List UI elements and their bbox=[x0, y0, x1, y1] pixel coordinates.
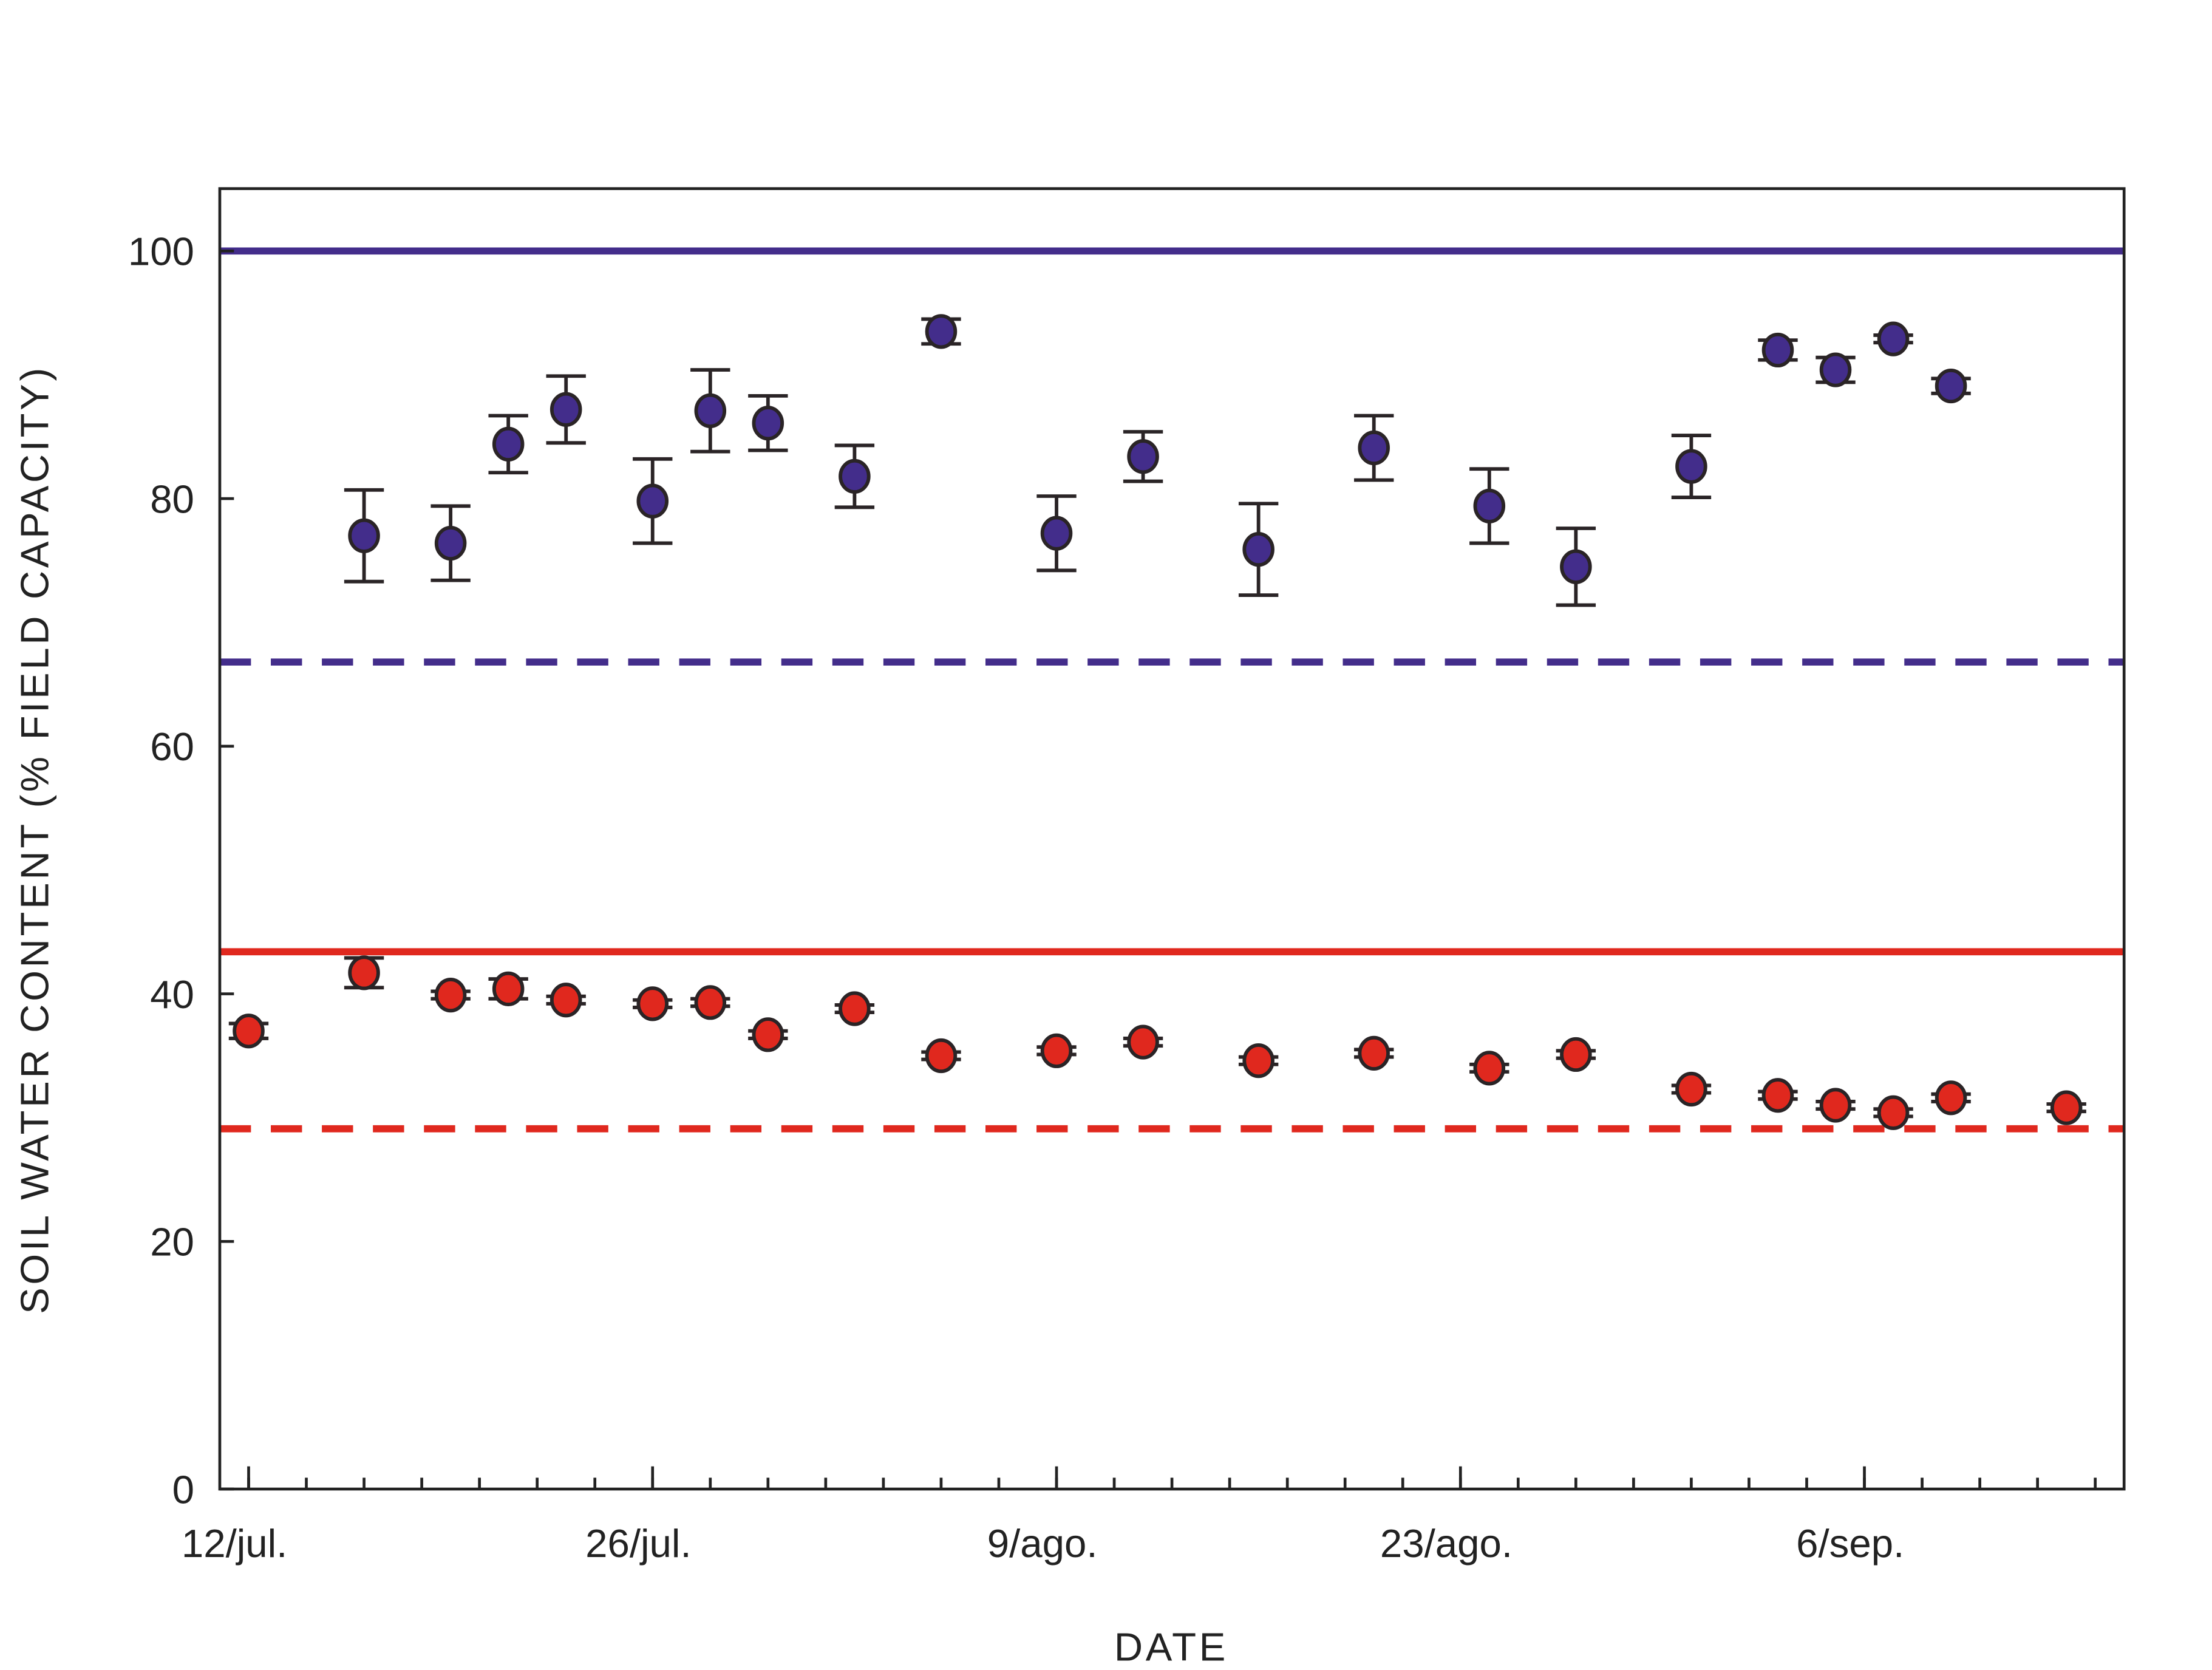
blue-point bbox=[1675, 449, 1707, 484]
red-point bbox=[1819, 1088, 1852, 1123]
blue-point bbox=[925, 314, 958, 349]
red-point bbox=[2050, 1090, 2083, 1125]
red-point bbox=[348, 955, 380, 990]
red-point bbox=[492, 971, 525, 1007]
x-tick-label: 9/ago. bbox=[987, 1521, 1098, 1566]
blue-point bbox=[1877, 321, 1910, 356]
blue-point bbox=[434, 525, 467, 561]
blue-point bbox=[1358, 430, 1390, 466]
red-point bbox=[1358, 1035, 1390, 1071]
blue-point bbox=[492, 426, 525, 462]
blue-point bbox=[1761, 332, 1794, 368]
red-point bbox=[1877, 1095, 1910, 1130]
blue-point bbox=[839, 458, 871, 494]
y-tick-label: 100 bbox=[128, 230, 194, 274]
x-tick-label: 23/ago. bbox=[1380, 1521, 1513, 1566]
y-tick-label: 20 bbox=[150, 1220, 194, 1264]
red-point bbox=[233, 1014, 265, 1049]
blue-point bbox=[1242, 532, 1274, 567]
blue-point bbox=[694, 393, 727, 428]
red-point bbox=[752, 1017, 784, 1052]
red-point bbox=[1242, 1043, 1274, 1079]
red-point bbox=[636, 986, 669, 1021]
blue-point bbox=[550, 392, 582, 427]
blue-point bbox=[1473, 488, 1506, 523]
y-tick-label: 60 bbox=[150, 724, 194, 769]
red-point bbox=[925, 1038, 958, 1074]
red-point bbox=[1127, 1024, 1159, 1060]
blue-point bbox=[636, 483, 669, 519]
blue-point bbox=[1040, 516, 1073, 551]
data-points bbox=[228, 314, 2086, 1130]
blue-point bbox=[1935, 368, 1967, 404]
blue-point bbox=[752, 406, 784, 441]
red-point bbox=[839, 991, 871, 1026]
red-point bbox=[1675, 1071, 1707, 1107]
blue-point bbox=[1127, 439, 1159, 474]
red-point bbox=[1935, 1080, 1967, 1116]
y-axis-label: SOIL WATER CONTENT (% FIELD CAPACITY) bbox=[12, 365, 56, 1314]
red-point bbox=[1040, 1033, 1073, 1068]
blue-point bbox=[1560, 549, 1592, 584]
red-point bbox=[434, 977, 467, 1013]
y-tick-label: 0 bbox=[172, 1467, 194, 1512]
red-point bbox=[550, 983, 582, 1018]
y-tick-label: 40 bbox=[150, 972, 194, 1017]
y-tick-label: 80 bbox=[150, 477, 194, 521]
red-point bbox=[1560, 1037, 1592, 1072]
x-tick-label: 26/jul. bbox=[585, 1521, 691, 1566]
red-point bbox=[1473, 1051, 1506, 1086]
blue-point bbox=[348, 518, 380, 553]
x-axis-label: DATE bbox=[1114, 1625, 1228, 1669]
x-tick-label: 6/sep. bbox=[1796, 1521, 1904, 1566]
plot-frame bbox=[218, 187, 2126, 1491]
x-tick-label: 12/jul. bbox=[182, 1521, 287, 1566]
red-point bbox=[694, 985, 727, 1020]
reference-lines bbox=[219, 247, 2125, 1133]
blue-point bbox=[1819, 352, 1852, 387]
axis-ticks: 0 20 40 60 80 100 12/jul. 26/jul. 9/ago. 23/ago. 6… bbox=[128, 230, 2097, 1566]
red-point bbox=[1761, 1078, 1794, 1113]
